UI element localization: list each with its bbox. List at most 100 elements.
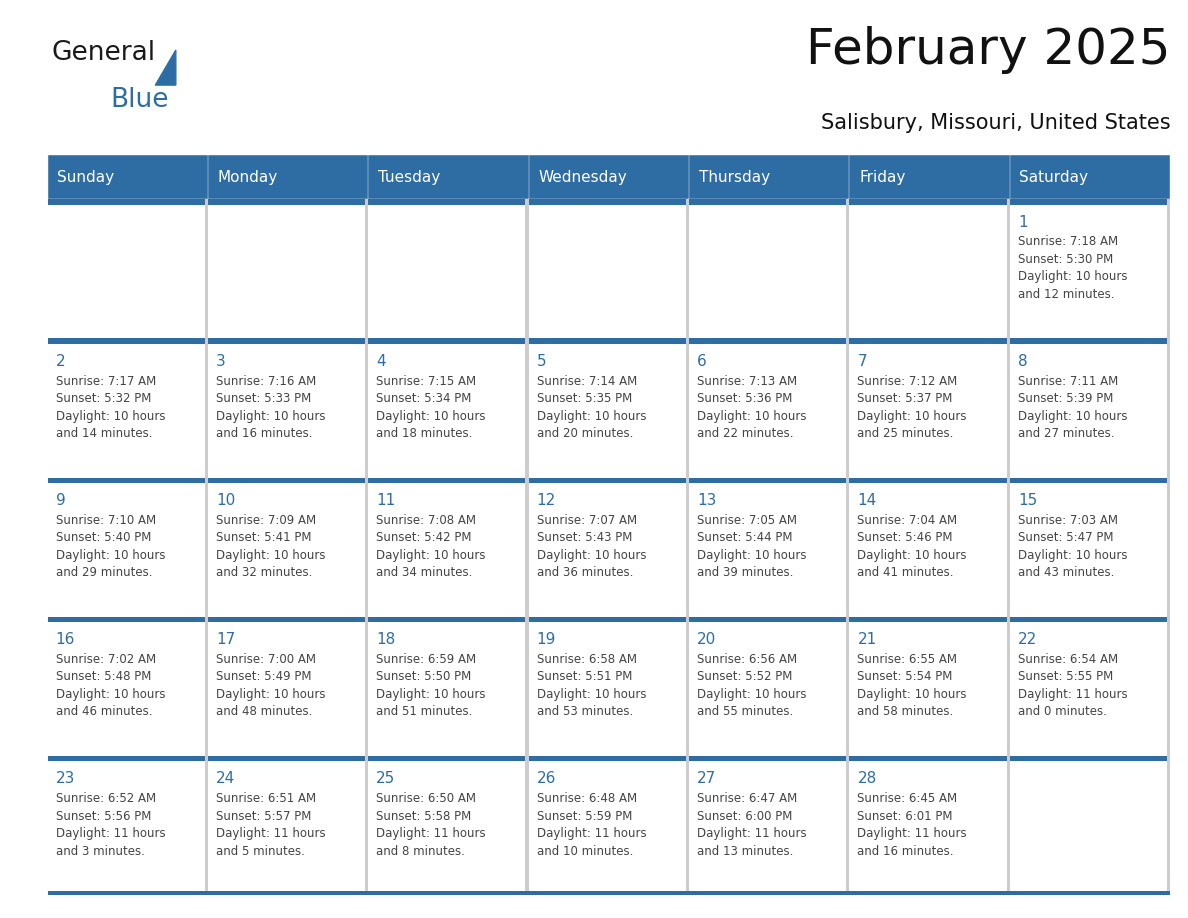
Text: Sunrise: 7:17 AM
Sunset: 5:32 PM
Daylight: 10 hours
and 14 minutes.: Sunrise: 7:17 AM Sunset: 5:32 PM Dayligh… <box>56 375 165 440</box>
Text: Sunrise: 6:48 AM
Sunset: 5:59 PM
Daylight: 11 hours
and 10 minutes.: Sunrise: 6:48 AM Sunset: 5:59 PM Dayligh… <box>537 792 646 857</box>
Text: 2: 2 <box>56 353 65 369</box>
Text: Sunrise: 6:56 AM
Sunset: 5:52 PM
Daylight: 10 hours
and 55 minutes.: Sunrise: 6:56 AM Sunset: 5:52 PM Dayligh… <box>697 653 807 719</box>
Text: Friday: Friday <box>859 170 905 185</box>
Text: 19: 19 <box>537 632 556 647</box>
Text: Sunrise: 7:03 AM
Sunset: 5:47 PM
Daylight: 10 hours
and 43 minutes.: Sunrise: 7:03 AM Sunset: 5:47 PM Dayligh… <box>1018 514 1127 579</box>
Bar <box>1006 339 1010 477</box>
Bar <box>1010 617 1170 622</box>
Bar <box>365 617 368 756</box>
Bar <box>529 339 689 344</box>
Text: Sunrise: 6:52 AM
Sunset: 5:56 PM
Daylight: 11 hours
and 3 minutes.: Sunrise: 6:52 AM Sunset: 5:56 PM Dayligh… <box>56 792 165 857</box>
Bar <box>368 617 529 622</box>
Text: Tuesday: Tuesday <box>378 170 440 185</box>
Bar <box>1010 339 1170 344</box>
Text: Sunday: Sunday <box>57 170 114 185</box>
Bar <box>208 477 368 483</box>
Bar <box>1167 617 1170 756</box>
Bar <box>48 199 208 205</box>
Text: Salisbury, Missouri, United States: Salisbury, Missouri, United States <box>821 113 1170 133</box>
Bar <box>208 617 368 622</box>
Polygon shape <box>156 50 176 85</box>
Text: Sunrise: 7:08 AM
Sunset: 5:42 PM
Daylight: 10 hours
and 34 minutes.: Sunrise: 7:08 AM Sunset: 5:42 PM Dayligh… <box>377 514 486 579</box>
Bar <box>204 199 208 339</box>
Text: 28: 28 <box>858 771 877 786</box>
Text: 5: 5 <box>537 353 546 369</box>
Bar <box>846 617 849 756</box>
Bar <box>368 339 529 344</box>
Bar <box>48 477 208 483</box>
Text: 14: 14 <box>858 493 877 508</box>
Text: 8: 8 <box>1018 353 1028 369</box>
Text: Sunrise: 7:09 AM
Sunset: 5:41 PM
Daylight: 10 hours
and 32 minutes.: Sunrise: 7:09 AM Sunset: 5:41 PM Dayligh… <box>216 514 326 579</box>
Bar <box>689 199 849 205</box>
Bar <box>689 617 849 622</box>
Bar <box>1006 617 1010 756</box>
Bar <box>1010 477 1170 483</box>
Bar <box>1010 756 1170 761</box>
Bar <box>529 199 689 205</box>
Bar <box>204 477 208 617</box>
Text: Sunrise: 7:14 AM
Sunset: 5:35 PM
Daylight: 10 hours
and 20 minutes.: Sunrise: 7:14 AM Sunset: 5:35 PM Dayligh… <box>537 375 646 440</box>
Text: Sunrise: 7:12 AM
Sunset: 5:37 PM
Daylight: 10 hours
and 25 minutes.: Sunrise: 7:12 AM Sunset: 5:37 PM Dayligh… <box>858 375 967 440</box>
Text: Sunrise: 6:55 AM
Sunset: 5:54 PM
Daylight: 10 hours
and 58 minutes.: Sunrise: 6:55 AM Sunset: 5:54 PM Dayligh… <box>858 653 967 719</box>
Bar <box>529 477 689 483</box>
Text: Sunrise: 7:15 AM
Sunset: 5:34 PM
Daylight: 10 hours
and 18 minutes.: Sunrise: 7:15 AM Sunset: 5:34 PM Dayligh… <box>377 375 486 440</box>
Bar <box>204 617 208 756</box>
Bar <box>849 756 1010 761</box>
Text: 27: 27 <box>697 771 716 786</box>
Bar <box>685 617 689 756</box>
Bar <box>685 339 689 477</box>
Bar <box>365 199 368 339</box>
Bar <box>689 477 849 483</box>
Bar <box>525 339 529 477</box>
Text: 13: 13 <box>697 493 716 508</box>
Text: Sunrise: 7:02 AM
Sunset: 5:48 PM
Daylight: 10 hours
and 46 minutes.: Sunrise: 7:02 AM Sunset: 5:48 PM Dayligh… <box>56 653 165 719</box>
Bar <box>849 617 1010 622</box>
Bar <box>48 339 208 344</box>
Text: 11: 11 <box>377 493 396 508</box>
Bar <box>685 756 689 895</box>
Bar <box>365 477 368 617</box>
Bar <box>204 339 208 477</box>
Text: 9: 9 <box>56 493 65 508</box>
Bar <box>1167 339 1170 477</box>
Bar <box>525 477 529 617</box>
Text: Sunrise: 6:54 AM
Sunset: 5:55 PM
Daylight: 11 hours
and 0 minutes.: Sunrise: 6:54 AM Sunset: 5:55 PM Dayligh… <box>1018 653 1127 719</box>
Bar <box>368 756 529 761</box>
Bar <box>208 756 368 761</box>
Text: Wednesday: Wednesday <box>538 170 627 185</box>
Text: Sunrise: 7:05 AM
Sunset: 5:44 PM
Daylight: 10 hours
and 39 minutes.: Sunrise: 7:05 AM Sunset: 5:44 PM Dayligh… <box>697 514 807 579</box>
Text: Sunrise: 7:16 AM
Sunset: 5:33 PM
Daylight: 10 hours
and 16 minutes.: Sunrise: 7:16 AM Sunset: 5:33 PM Dayligh… <box>216 375 326 440</box>
Bar <box>525 199 529 339</box>
Bar <box>208 339 368 344</box>
Text: Sunrise: 7:18 AM
Sunset: 5:30 PM
Daylight: 10 hours
and 12 minutes.: Sunrise: 7:18 AM Sunset: 5:30 PM Dayligh… <box>1018 235 1127 301</box>
Text: 15: 15 <box>1018 493 1037 508</box>
Text: 4: 4 <box>377 353 386 369</box>
Bar <box>208 199 368 205</box>
Text: Thursday: Thursday <box>699 170 770 185</box>
Text: Sunrise: 7:04 AM
Sunset: 5:46 PM
Daylight: 10 hours
and 41 minutes.: Sunrise: 7:04 AM Sunset: 5:46 PM Dayligh… <box>858 514 967 579</box>
Bar <box>849 199 1010 205</box>
Bar <box>529 617 689 622</box>
Text: 6: 6 <box>697 353 707 369</box>
Text: Sunrise: 6:58 AM
Sunset: 5:51 PM
Daylight: 10 hours
and 53 minutes.: Sunrise: 6:58 AM Sunset: 5:51 PM Dayligh… <box>537 653 646 719</box>
Bar <box>1006 756 1010 895</box>
Text: Sunrise: 7:10 AM
Sunset: 5:40 PM
Daylight: 10 hours
and 29 minutes.: Sunrise: 7:10 AM Sunset: 5:40 PM Dayligh… <box>56 514 165 579</box>
Bar <box>368 477 529 483</box>
Text: Blue: Blue <box>110 86 169 113</box>
Text: 24: 24 <box>216 771 235 786</box>
Bar <box>689 339 849 344</box>
Bar <box>1006 477 1010 617</box>
Bar <box>846 756 849 895</box>
Text: February 2025: February 2025 <box>805 26 1170 74</box>
Text: 3: 3 <box>216 353 226 369</box>
Bar <box>1167 477 1170 617</box>
Text: Saturday: Saturday <box>1019 170 1088 185</box>
Bar <box>849 339 1010 344</box>
Text: 18: 18 <box>377 632 396 647</box>
Text: 10: 10 <box>216 493 235 508</box>
Text: Sunrise: 7:11 AM
Sunset: 5:39 PM
Daylight: 10 hours
and 27 minutes.: Sunrise: 7:11 AM Sunset: 5:39 PM Dayligh… <box>1018 375 1127 440</box>
Text: Sunrise: 6:51 AM
Sunset: 5:57 PM
Daylight: 11 hours
and 5 minutes.: Sunrise: 6:51 AM Sunset: 5:57 PM Dayligh… <box>216 792 326 857</box>
Bar <box>846 339 849 477</box>
Bar <box>529 756 689 761</box>
